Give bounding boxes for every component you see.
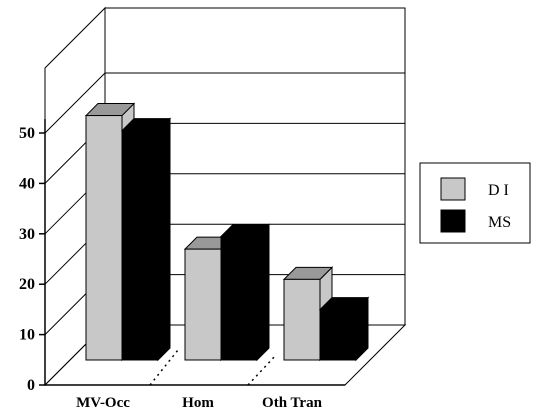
y-tick-label: 0 [27, 377, 35, 394]
x-category-label: MV-Occ [76, 395, 130, 411]
group-separator [149, 349, 179, 386]
legend-box [419, 162, 531, 244]
group-separator [247, 354, 277, 386]
gridline-side [44, 72, 106, 134]
legend-swatch [440, 209, 466, 233]
x-axis-categories: MV-Occ Hom Oth Tran [76, 395, 323, 411]
legend-label: D I [488, 182, 509, 199]
legend-swatch [440, 177, 466, 201]
y-tick-label: 40 [19, 175, 35, 192]
y-tick-label: 10 [19, 327, 35, 344]
bar-ms-mv-occ [120, 117, 172, 362]
x-category-label: Hom [182, 395, 214, 411]
legend-label: MS [488, 214, 511, 231]
bar-ms-oth-tran [318, 296, 370, 362]
y-tick-label: 20 [19, 276, 35, 293]
bar-ms-hom [219, 223, 271, 362]
y-tick-label: 50 [19, 125, 35, 142]
legend: D I MS [419, 162, 531, 244]
y-axis-ticks: 0 10 20 30 40 50 [19, 125, 45, 394]
y-tick-label: 30 [19, 226, 35, 243]
x-category-label: Oth Tran [262, 395, 323, 411]
bars [84, 102, 370, 386]
